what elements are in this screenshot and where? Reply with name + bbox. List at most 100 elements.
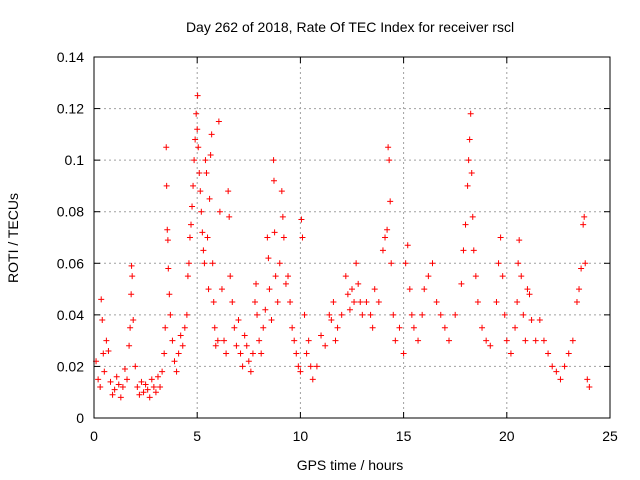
data-point — [270, 177, 277, 184]
data-point — [469, 213, 476, 220]
x-tick-label: 20 — [499, 428, 515, 444]
data-point — [270, 157, 277, 164]
x-tick-label: 5 — [193, 428, 201, 444]
data-point — [307, 363, 314, 370]
data-point — [223, 350, 230, 357]
data-point — [279, 213, 286, 220]
y-tick-label: 0.02 — [57, 358, 84, 374]
data-point — [524, 286, 531, 293]
data-point — [117, 394, 124, 401]
data-point — [194, 126, 201, 133]
data-point — [210, 298, 217, 305]
data-point — [515, 260, 522, 267]
data-point — [338, 311, 345, 318]
data-point — [251, 298, 258, 305]
data-point — [134, 384, 141, 391]
data-point — [247, 368, 254, 375]
data-point — [326, 311, 333, 318]
data-point — [221, 337, 228, 344]
y-tick-label: 0 — [76, 410, 84, 426]
data-point — [278, 188, 285, 195]
data-point — [165, 265, 172, 272]
data-point — [514, 298, 521, 305]
data-point — [468, 170, 475, 177]
data-point — [231, 324, 238, 331]
data-point — [130, 317, 137, 324]
data-point — [282, 280, 289, 287]
data-point — [578, 265, 585, 272]
data-point — [200, 247, 207, 254]
data-point — [163, 182, 170, 189]
data-point — [518, 273, 525, 280]
data-point — [233, 342, 240, 349]
data-point — [152, 389, 159, 396]
y-axis-label: ROTI / TECUs — [5, 193, 21, 283]
ticks-layer: 0 5 10 15 20 25 0 0.02 0.04 0.06 0.08 0.1 0.12 0.14 — [57, 49, 618, 444]
data-point — [191, 157, 198, 164]
data-point — [446, 337, 453, 344]
data-point — [227, 273, 234, 280]
data-point — [313, 363, 320, 370]
data-point — [344, 291, 351, 298]
data-point — [201, 260, 208, 267]
x-tick-label: 15 — [396, 428, 412, 444]
data-point — [388, 260, 395, 267]
data-point — [197, 188, 204, 195]
y-tick-label: 0.08 — [57, 204, 84, 220]
data-point — [293, 350, 300, 357]
data-point — [105, 347, 112, 354]
data-point — [396, 324, 403, 331]
data-point — [503, 337, 510, 344]
data-point — [462, 221, 469, 228]
data-point — [305, 337, 312, 344]
y-tick-label: 0.12 — [57, 101, 84, 117]
data-point — [206, 195, 213, 202]
data-point — [400, 350, 407, 357]
data-point — [184, 273, 191, 280]
data-point — [501, 311, 508, 318]
data-point — [441, 324, 448, 331]
data-point — [495, 260, 502, 267]
data-point — [101, 368, 108, 375]
data-point — [465, 157, 472, 164]
data-point — [171, 358, 178, 365]
chart-title: Day 262 of 2018, Rate Of TEC Index for r… — [186, 19, 514, 35]
data-point — [262, 306, 269, 313]
y-tick-label: 0.04 — [57, 307, 84, 323]
data-point — [163, 144, 170, 151]
data-point — [177, 332, 184, 339]
data-point — [467, 110, 474, 117]
data-point — [285, 273, 292, 280]
data-point — [576, 286, 583, 293]
data-point — [499, 273, 506, 280]
data-point — [192, 136, 199, 143]
data-point — [166, 291, 173, 298]
data-point — [557, 376, 564, 383]
data-point — [207, 151, 214, 158]
data-point — [536, 317, 543, 324]
data-point — [569, 337, 576, 344]
plot-frame — [93, 56, 611, 419]
data-point — [549, 363, 556, 370]
data-point — [295, 363, 302, 370]
data-point — [280, 234, 287, 241]
data-point — [580, 221, 587, 228]
data-point — [188, 221, 195, 228]
data-point — [144, 386, 151, 393]
data-point — [181, 324, 188, 331]
data-point — [132, 363, 139, 370]
data-point — [150, 384, 157, 391]
data-point — [268, 317, 275, 324]
data-point — [479, 324, 486, 331]
data-point — [474, 298, 481, 305]
data-point — [264, 234, 271, 241]
data-point — [124, 376, 131, 383]
data-point — [243, 342, 250, 349]
data-point — [218, 286, 225, 293]
data-point — [433, 298, 440, 305]
data-point — [421, 286, 428, 293]
data-point — [127, 324, 134, 331]
data-point — [355, 280, 362, 287]
data-point — [303, 350, 310, 357]
data-point — [516, 237, 523, 244]
